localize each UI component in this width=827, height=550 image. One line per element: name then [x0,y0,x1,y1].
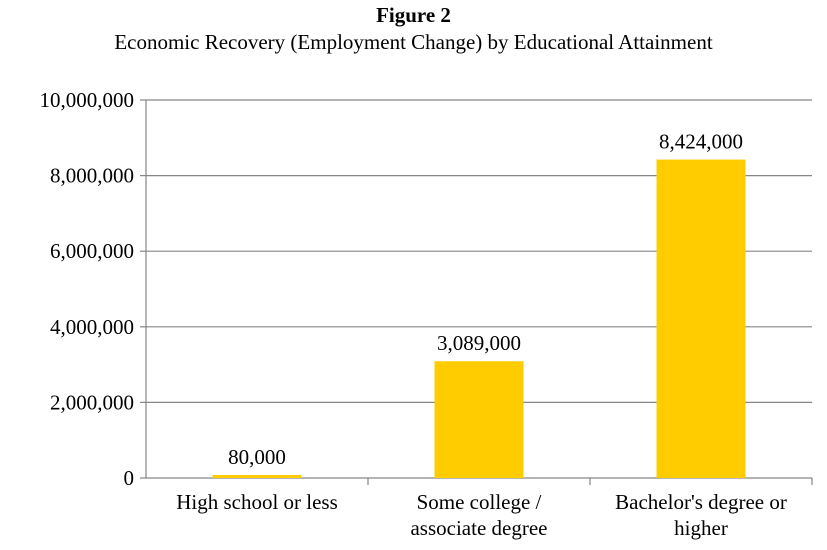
labels: 0 2,000,000 4,000,000 6,000,000 8,000,000 10,… [40,88,787,540]
x-tick-label: High school or less [176,490,338,514]
bar [434,361,524,478]
y-tick-label: 4,000,000 [50,315,134,339]
bar [656,159,746,478]
bars [212,159,746,478]
data-label: 8,424,000 [659,130,743,154]
y-tick-label: 6,000,000 [50,239,134,263]
data-label: 80,000 [228,445,286,469]
figure-label: Figure 2 [376,3,451,27]
bar [212,474,302,478]
x-tick-label: Bachelor's degree or [615,490,787,514]
data-label: 3,089,000 [437,331,521,355]
chart-title: Economic Recovery (Employment Change) by… [114,30,713,54]
x-tick-label: Some college / [417,490,542,514]
x-tick-label: higher [674,516,728,540]
y-tick-label: 8,000,000 [50,164,134,188]
y-tick-label: 0 [124,466,135,490]
y-tick-label: 2,000,000 [50,390,134,414]
y-tick-label: 10,000,000 [40,88,135,112]
x-tick-label: associate degree [410,516,547,540]
